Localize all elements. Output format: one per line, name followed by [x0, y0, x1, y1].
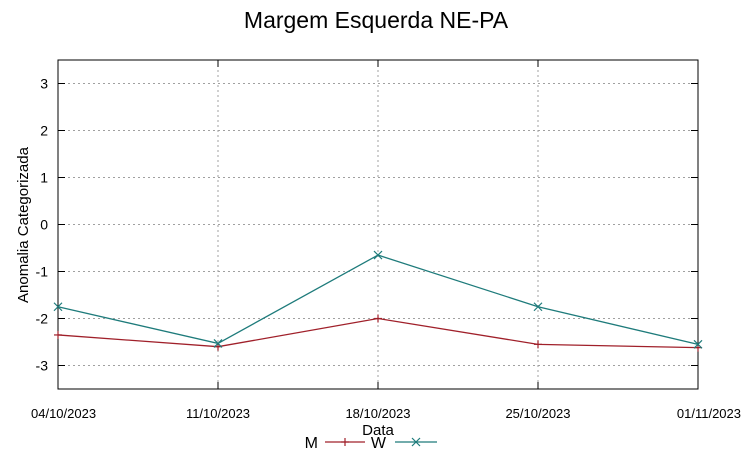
- y-tick-label: 3: [40, 76, 48, 92]
- x-axis: 04/10/2023 11/10/2023 18/10/2023 25/10/2023…: [31, 60, 741, 421]
- legend-label: M: [305, 435, 318, 452]
- x-tick-label: 11/10/2023: [186, 406, 250, 421]
- legend-marker: [411, 437, 421, 447]
- y-tick-label: 1: [40, 170, 48, 186]
- legend-label: W: [371, 435, 387, 452]
- data-point-W: [213, 338, 223, 348]
- x-axis-label: Data: [362, 422, 394, 439]
- x-tick-label: 01/11/2023: [677, 406, 741, 421]
- data-point-W: [533, 302, 543, 312]
- data-point-W: [693, 339, 703, 349]
- series-line-M: [57, 317, 699, 349]
- grid-lines: [57, 60, 699, 389]
- data-point-W: [373, 250, 383, 260]
- x-tick-label: 04/10/2023: [31, 406, 96, 421]
- data-point-M: [374, 314, 382, 323]
- y-tick-label: -1: [36, 264, 49, 280]
- x-tick-label: 25/10/2023: [505, 406, 570, 421]
- data-point-M: [54, 330, 62, 339]
- y-tick-label: 2: [40, 123, 48, 139]
- data-point-M: [534, 340, 542, 349]
- y-axis-label: Anomalia Categorizada: [15, 146, 32, 303]
- x-tick-label: 18/10/2023: [345, 406, 410, 421]
- legend-marker: [341, 438, 349, 446]
- y-tick-label: -3: [36, 358, 49, 374]
- y-axis: 3 2 1 0 -1 -2 -3: [36, 76, 698, 374]
- data-point-W: [53, 302, 63, 312]
- chart-title: Margem Esquerda NE-PA: [244, 7, 509, 33]
- y-tick-label: 0: [40, 217, 48, 233]
- series-group: [53, 250, 703, 352]
- y-tick-label: -2: [36, 311, 49, 327]
